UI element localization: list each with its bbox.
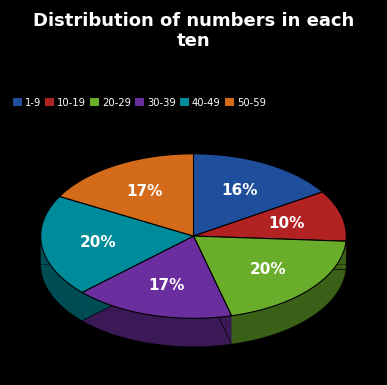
- Polygon shape: [194, 236, 346, 316]
- Legend: 1-9, 10-19, 20-29, 30-39, 40-49, 50-59: 1-9, 10-19, 20-29, 30-39, 40-49, 50-59: [9, 94, 270, 112]
- Polygon shape: [82, 236, 194, 321]
- Text: 10%: 10%: [269, 216, 305, 231]
- Polygon shape: [194, 236, 346, 270]
- Polygon shape: [41, 236, 82, 321]
- Text: 20%: 20%: [249, 261, 286, 276]
- Polygon shape: [194, 236, 231, 344]
- Text: 16%: 16%: [222, 183, 258, 198]
- Polygon shape: [194, 236, 231, 344]
- Polygon shape: [231, 241, 346, 344]
- Text: 17%: 17%: [149, 278, 185, 293]
- Text: Distribution of numbers in each
ten: Distribution of numbers in each ten: [33, 12, 354, 50]
- Polygon shape: [82, 292, 231, 347]
- Polygon shape: [60, 154, 194, 236]
- Polygon shape: [82, 236, 231, 318]
- Text: 17%: 17%: [126, 184, 163, 199]
- Polygon shape: [194, 192, 346, 241]
- Polygon shape: [41, 196, 194, 292]
- Polygon shape: [194, 154, 322, 236]
- Polygon shape: [194, 236, 346, 270]
- Text: 20%: 20%: [80, 235, 116, 250]
- Polygon shape: [82, 236, 194, 321]
